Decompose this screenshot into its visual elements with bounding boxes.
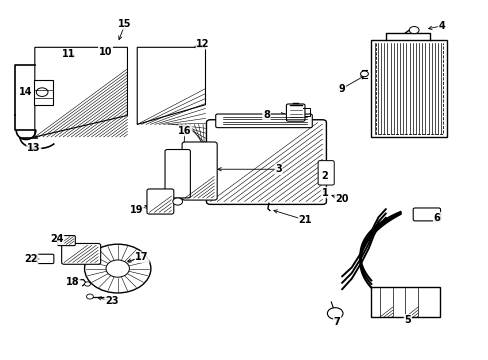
Circle shape bbox=[360, 71, 367, 77]
Circle shape bbox=[172, 198, 182, 205]
Text: 8: 8 bbox=[263, 111, 269, 121]
Text: 17: 17 bbox=[135, 252, 148, 262]
Polygon shape bbox=[35, 47, 127, 137]
Text: 18: 18 bbox=[66, 277, 80, 287]
Circle shape bbox=[106, 260, 129, 277]
FancyBboxPatch shape bbox=[37, 254, 54, 264]
Text: 15: 15 bbox=[118, 19, 131, 29]
Text: 3: 3 bbox=[275, 164, 282, 174]
Text: 21: 21 bbox=[298, 215, 311, 225]
Bar bbox=[34, 80, 53, 105]
Circle shape bbox=[36, 88, 48, 96]
FancyBboxPatch shape bbox=[215, 114, 312, 128]
Text: 19: 19 bbox=[129, 206, 142, 216]
FancyBboxPatch shape bbox=[61, 243, 101, 264]
Text: 12: 12 bbox=[196, 39, 209, 49]
Text: 2: 2 bbox=[321, 171, 327, 181]
Circle shape bbox=[84, 282, 90, 286]
FancyBboxPatch shape bbox=[147, 189, 173, 214]
FancyBboxPatch shape bbox=[286, 104, 305, 121]
FancyBboxPatch shape bbox=[164, 149, 190, 198]
Text: 20: 20 bbox=[335, 194, 348, 204]
Text: 4: 4 bbox=[438, 21, 445, 31]
Text: 23: 23 bbox=[105, 296, 119, 306]
Bar bbox=[370, 287, 439, 317]
Circle shape bbox=[86, 294, 93, 299]
Text: 16: 16 bbox=[178, 126, 191, 135]
Text: 5: 5 bbox=[404, 315, 410, 325]
Text: 1: 1 bbox=[321, 188, 327, 198]
Text: 10: 10 bbox=[99, 46, 112, 57]
Bar bbox=[370, 40, 446, 137]
Text: 6: 6 bbox=[433, 213, 440, 222]
Text: 14: 14 bbox=[19, 87, 33, 97]
Circle shape bbox=[408, 27, 418, 34]
FancyBboxPatch shape bbox=[318, 161, 333, 185]
Text: 11: 11 bbox=[62, 49, 76, 59]
Text: 22: 22 bbox=[24, 254, 38, 264]
FancyBboxPatch shape bbox=[206, 120, 326, 204]
FancyBboxPatch shape bbox=[58, 235, 75, 246]
Circle shape bbox=[84, 244, 151, 293]
Text: 7: 7 bbox=[333, 317, 340, 327]
Circle shape bbox=[327, 308, 342, 319]
Text: 24: 24 bbox=[50, 234, 63, 244]
FancyBboxPatch shape bbox=[182, 142, 217, 200]
Text: 9: 9 bbox=[338, 84, 345, 94]
Polygon shape bbox=[137, 47, 205, 125]
Text: 13: 13 bbox=[27, 143, 41, 153]
FancyBboxPatch shape bbox=[412, 208, 440, 221]
